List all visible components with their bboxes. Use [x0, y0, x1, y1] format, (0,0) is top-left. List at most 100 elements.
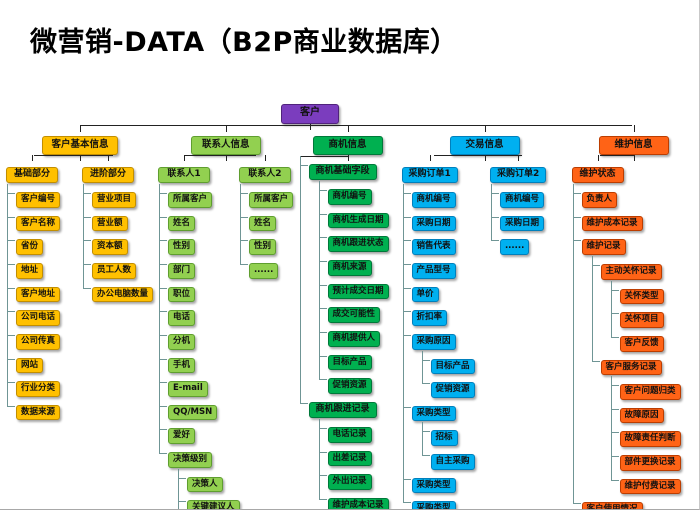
tree-item: 爱好 [159, 420, 237, 444]
group-header: 联系人2 [238, 166, 291, 184]
tree-item: 客户名称 [7, 207, 80, 232]
field-node: 公司电话 [16, 310, 61, 326]
field-node: 促销资源 [327, 378, 372, 394]
branch-header-wrap: 商机信息 [312, 132, 383, 161]
group-header-wrap: 采购订单2 [489, 154, 547, 184]
branch: 维护信息 维护状态 负责人 维护成本记录 维护记录 主动关怀记录 关怀类型 关怀项目 客户反馈客… [570, 125, 698, 509]
tree-item: 决策人 [178, 468, 237, 493]
tree-item: 性别 [239, 231, 296, 255]
field-list: 负责人 维护成本记录 维护记录 主动关怀记录 关怀类型 关怀项目 客户反馈 客户服务记录 客户问… [572, 184, 698, 509]
branches-row: 客户基本信息 基础部分 客户编号 客户名称 省份 地址 客户地址 公司电话 公司传真 网站 行业分类… [4, 125, 698, 509]
tree-item: 商机跟进状态 [318, 228, 400, 252]
field-node: 采购类型 [411, 501, 456, 509]
tree-item: 地址 [7, 255, 80, 279]
branch-header: 商机信息 [312, 136, 383, 155]
field-node: 客户地址 [16, 286, 61, 303]
group: 商机跟进记录 电话记录 出差记录 外出记录 维护成本记录 [299, 393, 400, 509]
field-node: 维护付费记录 [619, 478, 681, 495]
tree-item: 自主采购 [421, 446, 488, 470]
tree-item: 采购日期 [490, 207, 570, 232]
field-node: 行业分类 [16, 381, 61, 397]
group: 联系人2 所属客户 姓名 性别...... [237, 154, 296, 509]
tree-item: 关怀类型 [610, 280, 698, 305]
field-node: 姓名 [248, 215, 276, 232]
tree-item: 关键建议人 [178, 492, 240, 509]
connector-top-line [80, 125, 632, 126]
field-list: 所属客户 姓名 性别 部门 职位 电话 分机 手机 E-mail QQ/MSN 爱好 决策级别 决策人关… [159, 184, 240, 509]
tree-item: E-mail [159, 373, 237, 397]
tree-item: 部门 [159, 255, 237, 279]
field-node: 出差记录 [327, 450, 372, 467]
tree-item: 销售代表 [402, 231, 488, 255]
branch-header-wrap: 维护信息 [598, 132, 669, 161]
field-node: 客户问题归类 [619, 384, 681, 400]
branch: 交易信息 采购订单1 商机编号 采购日期 销售代表 产品型号 单价 折扣率 采购原因 目标产品 促销… [400, 125, 570, 509]
tree-item: ...... [490, 231, 570, 255]
tree-item: 公司传真 [7, 325, 80, 350]
group: 采购订单1 商机编号 采购日期 销售代表 产品型号 单价 折扣率 采购原因 目标产品 促销资源 采购… [400, 154, 488, 509]
group-row: 基础部分 客户编号 客户名称 省份 地址 客户地址 公司电话 公司传真 网站 行业分类 数据来源 进阶… [4, 154, 156, 421]
field-node: 维护记录 [581, 239, 626, 255]
group-header-wrap: 商机基础字段 [308, 158, 377, 181]
tree-item: 客户服务记录 客户问题归类 故障原因 故障责任判断 部件更换记录 维护付费记录 [591, 351, 698, 495]
branch-header: 联系人信息 [190, 136, 261, 155]
group-header: 商机基础字段 [308, 163, 377, 181]
group-header: 基础部分 [6, 166, 58, 184]
group-header-wrap: 联系人1 [158, 154, 210, 184]
tree-item: 客户地址 [7, 278, 80, 303]
branch-header: 维护信息 [598, 136, 669, 155]
tree-item: 客户编号 [7, 184, 80, 208]
group-row: 采购订单1 商机编号 采购日期 销售代表 产品型号 单价 折扣率 采购原因 目标产品 促销资源 采购… [400, 154, 570, 509]
tree-item: 目标产品 [318, 346, 400, 371]
tree-item: 招标 [421, 422, 488, 446]
field-node: 故障原因 [619, 407, 664, 424]
tree-item: 折扣率 [402, 302, 488, 326]
field-list: 所属客户 姓名 性别...... [239, 184, 296, 279]
branch-header-wrap: 联系人信息 [190, 132, 261, 161]
field-node: 目标产品 [430, 358, 475, 375]
tree-item: 省份 [7, 231, 80, 255]
tree-item: 维护付费记录 [610, 470, 698, 495]
field-node: 主动关怀记录 [600, 264, 662, 280]
field-node: 员工人数 [92, 263, 137, 279]
tree-item: 所属客户 [159, 184, 237, 208]
group-header: 采购订单2 [489, 166, 547, 184]
tree-item: 促销资源 [421, 374, 488, 398]
field-list: 决策人关键建议人使用人 [168, 468, 240, 509]
tree-item: 采购原因 目标产品 促销资源 [402, 325, 488, 398]
branch: 客户基本信息 基础部分 客户编号 客户名称 省份 地址 客户地址 公司电话 公司传真 网站 行业分类… [4, 125, 156, 509]
field-node: 部件更换记录 [619, 455, 681, 471]
group: 基础部分 客户编号 客户名称 省份 地址 客户地址 公司电话 公司传真 网站 行业分类 数据来源 [4, 154, 80, 421]
group: 维护状态 负责人 维护成本记录 维护记录 主动关怀记录 关怀类型 关怀项目 客户反馈 客户服务记… [570, 154, 698, 509]
field-node: 电话记录 [327, 427, 372, 443]
field-node: 关怀类型 [619, 288, 664, 305]
field-node: 商机提供人 [327, 330, 381, 347]
tree-item: 所属客户 [239, 184, 296, 208]
field-list: 招标 自主采购 [412, 422, 488, 470]
field-node: 维护成本记录 [581, 215, 643, 232]
field-node: 维护成本记录 [327, 497, 389, 509]
field-node: 单价 [411, 286, 439, 303]
group-header: 联系人1 [158, 166, 210, 184]
field-node: 商机编号 [411, 192, 456, 208]
group: 采购订单2 商机编号 采购日期...... [488, 154, 570, 509]
field-node: 故障责任判断 [619, 431, 681, 447]
tree-item: 商机编号 [402, 184, 488, 208]
tree-item: 职位 [159, 278, 237, 303]
root-node-wrap: 客户 [281, 100, 339, 129]
field-list: 商机编号 商机生成日期 商机跟进状态 商机来源 预计成交日期 成交可能性 商机提供人 目标产品… [309, 181, 400, 394]
field-node: 采购日期 [411, 215, 456, 232]
field-node: 所属客户 [168, 192, 213, 208]
group-header-wrap: 采购订单1 [401, 154, 458, 184]
group-header-wrap: 基础部分 [6, 154, 58, 184]
field-list: 商机编号 采购日期 销售代表 产品型号 单价 折扣率 采购原因 目标产品 促销资源 采购类型 招标自… [402, 184, 488, 509]
org-chart-diagram: 客户 客户基本信息 基础部分 客户编号 客户名称 省份 地址 客户地址 公司电话 公司传真 网站行… [4, 100, 696, 509]
tree-item: 商机提供人 [318, 322, 400, 347]
field-node: 性别 [168, 239, 196, 255]
field-node: 公司传真 [16, 333, 61, 350]
tree-item: 办公电脑数量 [83, 278, 156, 303]
branch-header: 交易信息 [449, 136, 520, 155]
field-node: 数据来源 [16, 404, 61, 421]
field-node: 客户反馈 [619, 335, 664, 352]
